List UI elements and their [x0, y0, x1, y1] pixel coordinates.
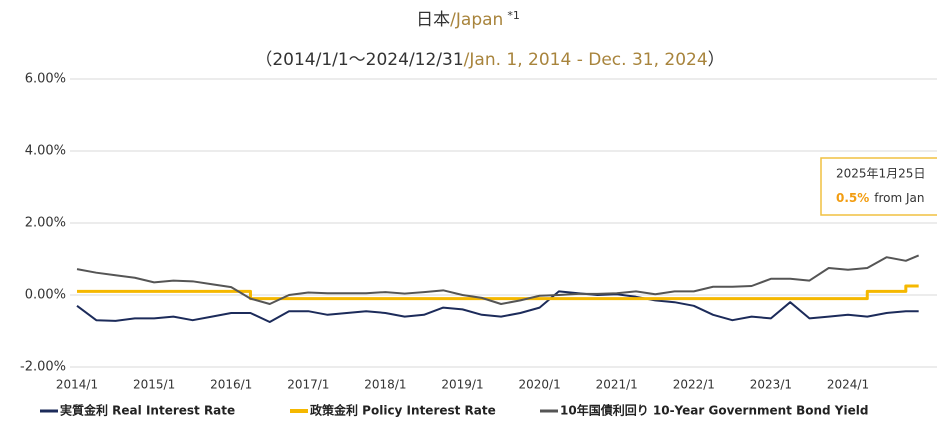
x-tick-label: 2024/1: [827, 378, 869, 392]
series-line: [76, 290, 919, 323]
legend-label: 実質金利 Real Interest Rate: [60, 403, 235, 418]
x-tick-label: 2016/1: [210, 378, 252, 392]
x-tick-label: 2018/1: [364, 378, 406, 392]
y-tick-label: 6.00%: [25, 72, 66, 87]
series-line: [76, 254, 920, 305]
subtitle-part: /Jan. 1, 2014 - Dec. 31, 2024: [464, 50, 708, 70]
y-tick-label: 2.00%: [25, 216, 66, 231]
x-tick-label: 2014/1: [56, 378, 98, 392]
x-tick-label: 2023/1: [750, 378, 792, 392]
subtitle-part: （2014/1/1～2024/12/31: [255, 50, 463, 70]
x-tick-label: 2020/1: [518, 378, 560, 392]
annotation-date: 2025年1月25日: [836, 167, 925, 181]
annotation-text: 0.5% from Jan: [836, 191, 925, 205]
y-tick-label: -2.00%: [20, 360, 66, 375]
x-tick-label: 2022/1: [673, 378, 715, 392]
annotation-note: from Jan: [874, 191, 924, 205]
chart-title: 日本/Japan *1: [416, 9, 520, 30]
annotation-value: 0.5%: [836, 191, 869, 205]
title-note: *1: [507, 9, 520, 22]
y-tick-label: 4.00%: [25, 144, 66, 159]
title-part: /Japan: [450, 10, 503, 30]
x-tick-label: 2019/1: [441, 378, 483, 392]
chart-subtitle: （2014/1/1～2024/12/31/Jan. 1, 2014 - Dec.…: [255, 50, 724, 70]
x-tick-label: 2015/1: [133, 378, 175, 392]
y-tick-label: 0.00%: [25, 288, 66, 303]
legend-label: 政策金利 Policy Interest Rate: [310, 403, 496, 418]
x-tick-label: 2017/1: [287, 378, 329, 392]
series-line: [77, 284, 919, 301]
annotation-box: [820, 157, 937, 216]
title-part: 日本: [416, 10, 450, 30]
x-tick-label: 2021/1: [596, 378, 638, 392]
subtitle-part: ）: [708, 50, 725, 70]
legend-label: 10年国債利回り 10-Year Government Bond Yield: [560, 403, 868, 418]
